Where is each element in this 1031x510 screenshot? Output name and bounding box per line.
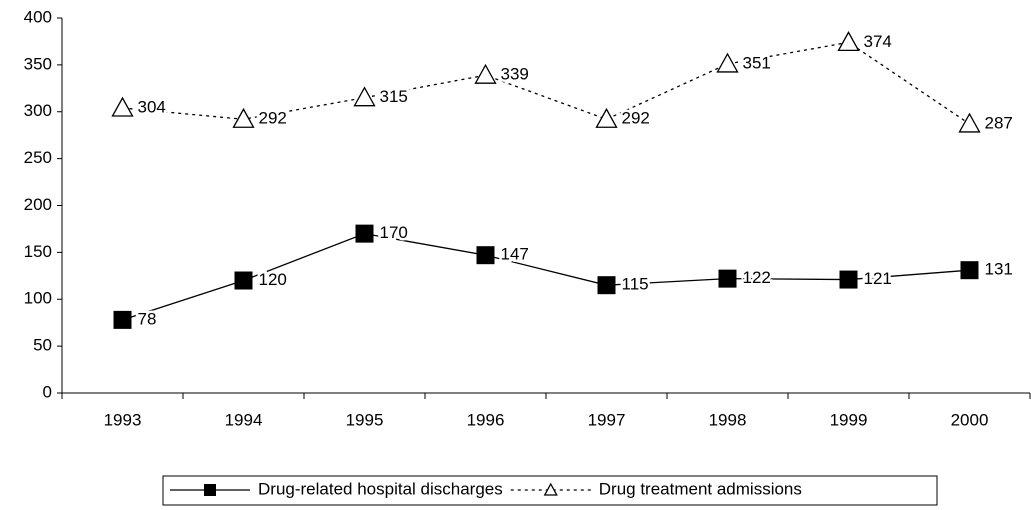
data-label: 121 [864, 269, 892, 288]
marker [232, 107, 255, 128]
marker [113, 310, 132, 329]
marker [204, 484, 216, 496]
series-line [122, 232, 970, 321]
y-tick-label: 400 [24, 7, 52, 26]
x-tick-label: 1995 [346, 410, 384, 429]
legend-label: Drug treatment admissions [599, 479, 802, 498]
marker [234, 271, 253, 290]
data-label: 351 [743, 53, 771, 72]
marker [111, 96, 134, 117]
x-tick-label: 1999 [830, 410, 868, 429]
y-tick-label: 350 [24, 54, 52, 73]
y-tick-label: 200 [24, 195, 52, 214]
data-label: 115 [622, 275, 649, 294]
marker [543, 482, 558, 496]
y-tick-label: 50 [33, 336, 52, 355]
data-label: 170 [380, 223, 408, 242]
marker [476, 246, 495, 265]
marker [474, 63, 497, 84]
data-label: 339 [501, 65, 529, 84]
series-line [122, 41, 970, 125]
data-label: 304 [138, 97, 166, 116]
x-tick-label: 1997 [588, 410, 626, 429]
y-tick-label: 100 [24, 289, 52, 308]
x-tick-label: 1994 [225, 410, 263, 429]
data-label: 315 [380, 87, 408, 106]
data-label: 374 [864, 32, 892, 51]
marker [718, 269, 737, 288]
marker [839, 270, 858, 289]
data-label: 147 [501, 245, 529, 264]
data-label: 131 [985, 260, 1013, 279]
data-label: 78 [138, 309, 157, 328]
x-tick-label: 2000 [951, 410, 989, 429]
data-label: 287 [985, 113, 1013, 132]
marker [958, 112, 981, 133]
marker [716, 52, 739, 73]
data-label: 120 [259, 270, 287, 289]
marker [595, 107, 618, 128]
data-label: 292 [259, 109, 287, 128]
x-tick-label: 1993 [104, 410, 142, 429]
y-tick-label: 0 [43, 382, 52, 401]
y-tick-label: 150 [24, 242, 52, 261]
y-tick-label: 300 [24, 101, 52, 120]
marker [960, 261, 979, 280]
marker [355, 224, 374, 243]
marker [837, 31, 860, 52]
x-tick-label: 1998 [709, 410, 747, 429]
marker [597, 276, 616, 295]
data-label: 292 [622, 109, 650, 128]
legend-label: Drug-related hospital discharges [258, 479, 503, 498]
marker [353, 86, 376, 107]
x-tick-label: 1996 [467, 410, 505, 429]
data-label: 122 [743, 268, 771, 287]
y-tick-label: 250 [24, 148, 52, 167]
